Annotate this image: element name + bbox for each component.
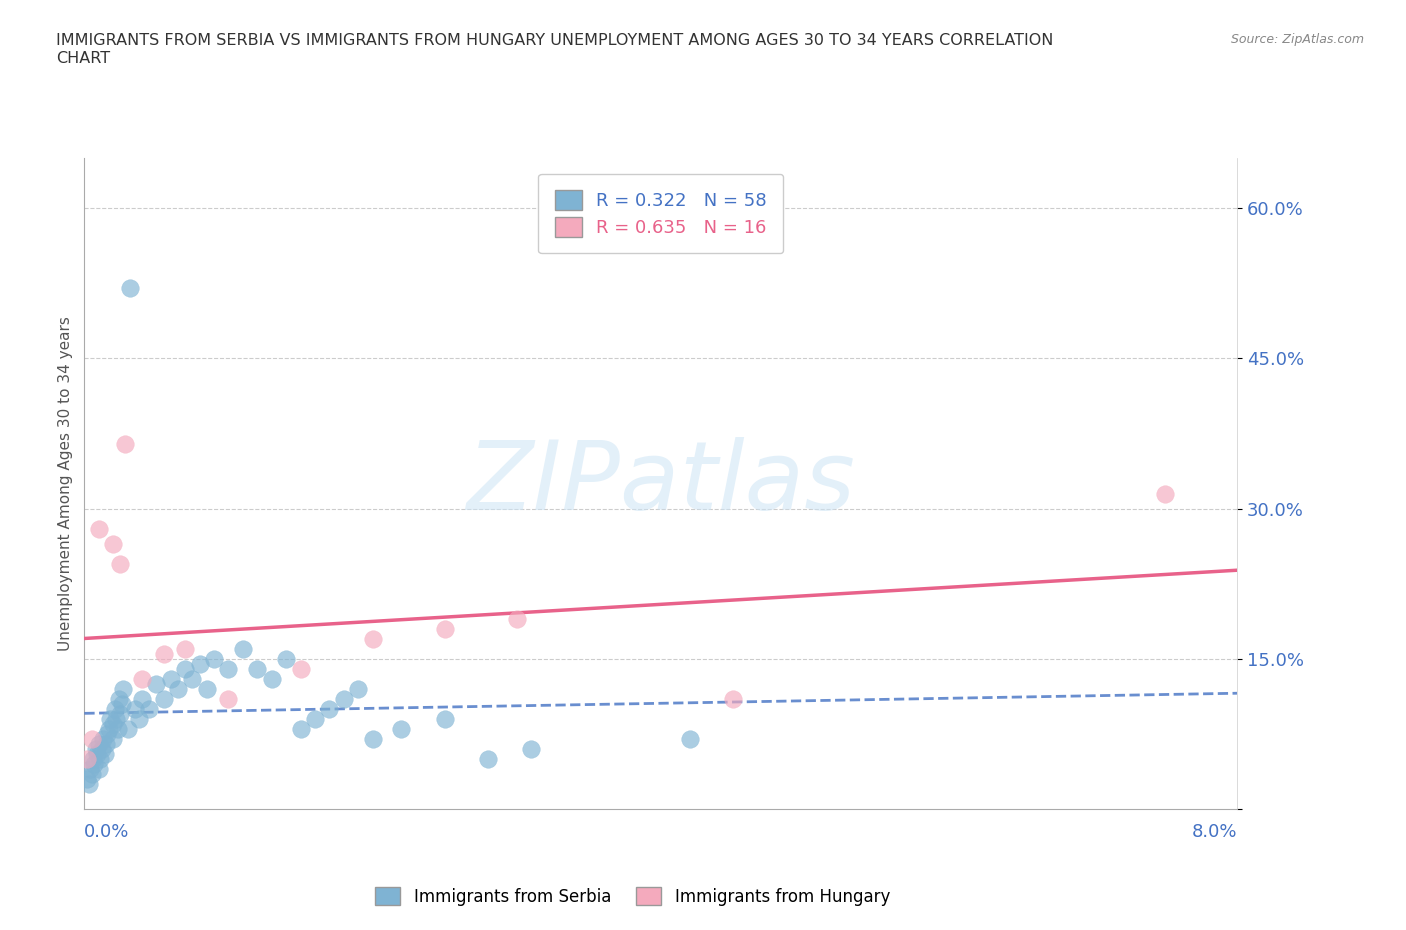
Point [433,711,456,726]
Point [80,766,103,781]
Point [159,671,183,686]
Point [152,646,174,661]
Point [112,682,135,697]
Point [103,537,124,551]
Point [290,722,312,737]
Point [103,732,124,747]
Point [98,711,121,726]
Point [391,722,413,737]
Point [318,701,340,716]
Point [105,711,128,726]
Point [107,722,129,737]
Legend: R = 0.322   N = 58, R = 0.635   N = 16: R = 0.322 N = 58, R = 0.635 N = 16 [538,174,783,253]
Point [260,671,283,686]
Point [477,751,499,766]
Point [131,692,153,707]
Point [138,701,160,716]
Text: Source: ZipAtlas.com: Source: ZipAtlas.com [1230,33,1364,46]
Text: IMMIGRANTS FROM SERBIA VS IMMIGRANTS FROM HUNGARY UNEMPLOYMENT AMONG AGES 30 TO : IMMIGRANTS FROM SERBIA VS IMMIGRANTS FRO… [56,33,1053,47]
Point [678,732,700,747]
Point [188,657,211,671]
Point [217,692,239,707]
Point [84,741,107,756]
Point [1154,486,1177,501]
Point [90,741,112,756]
Point [91,732,114,747]
Point [110,556,132,571]
Point [174,661,197,676]
Text: CHART: CHART [56,51,110,66]
Point [97,722,120,737]
Point [721,692,744,707]
Point [93,747,115,762]
Point [82,751,104,766]
Point [83,757,105,772]
Point [361,631,384,646]
Point [128,711,150,726]
Point [152,692,174,707]
Text: 8.0%: 8.0% [1192,823,1237,841]
Point [520,741,543,756]
Legend: Immigrants from Serbia, Immigrants from Hungary: Immigrants from Serbia, Immigrants from … [368,881,897,912]
Point [232,642,254,657]
Point [181,671,204,686]
Point [145,676,167,691]
Point [111,697,134,711]
Point [76,751,98,766]
Point [94,737,117,751]
Text: ZIPatlas: ZIPatlas [467,437,855,530]
Point [86,747,108,762]
Text: 0.0%: 0.0% [84,823,129,841]
Point [167,682,190,697]
Point [506,611,529,626]
Point [246,661,269,676]
Point [131,671,153,686]
Point [77,777,100,791]
Y-axis label: Unemployment Among Ages 30 to 34 years: Unemployment Among Ages 30 to 34 years [58,316,73,651]
Point [304,711,326,726]
Point [108,692,131,707]
Point [76,772,98,787]
Point [290,661,312,676]
Point [117,722,139,737]
Point [87,737,110,751]
Point [87,762,110,777]
Point [110,707,132,722]
Point [89,751,111,766]
Point [103,716,124,731]
Point [124,701,146,716]
Point [347,682,370,697]
Point [195,682,218,697]
Point [120,281,142,296]
Point [361,732,384,747]
Point [79,762,101,777]
Point [274,651,298,666]
Point [332,692,354,707]
Point [433,621,456,636]
Point [87,521,110,536]
Point [104,701,127,716]
Point [114,436,136,451]
Point [217,661,239,676]
Point [202,651,225,666]
Point [174,642,197,657]
Point [80,732,103,747]
Point [96,726,118,741]
